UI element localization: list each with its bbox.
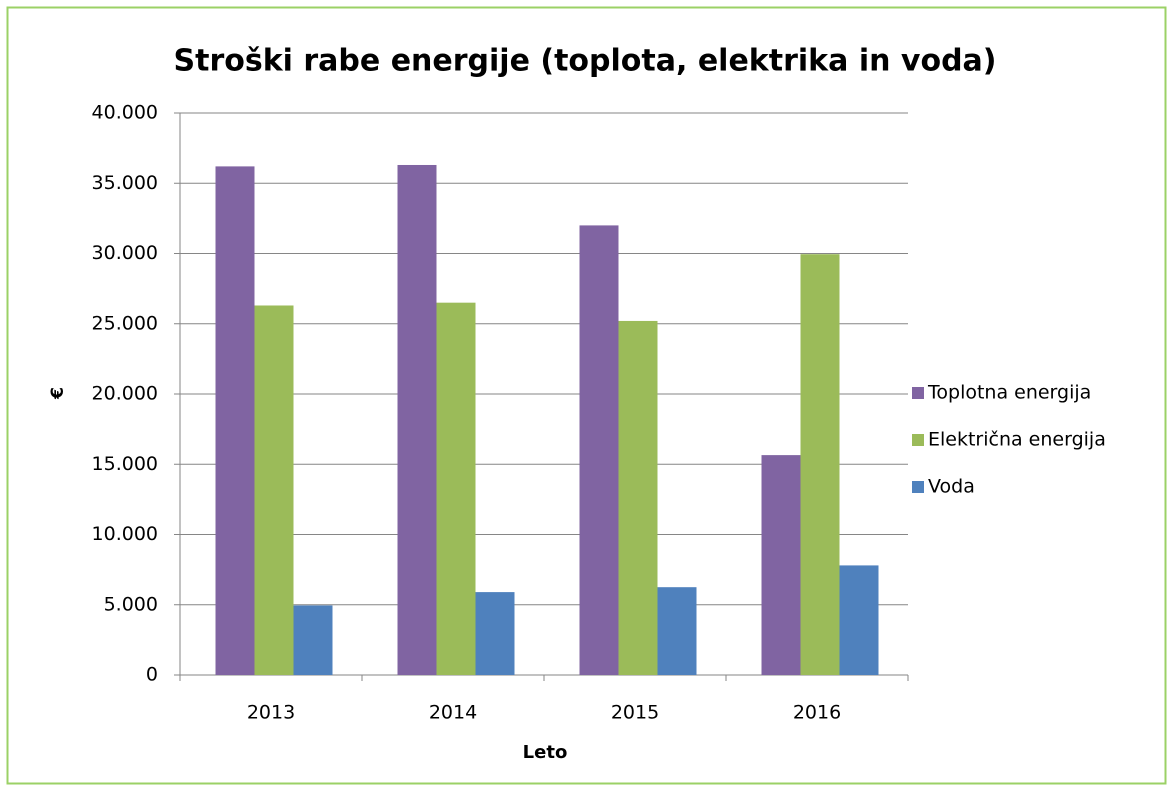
x-tick-label: 2013 — [247, 702, 295, 724]
bar — [839, 565, 879, 675]
y-axis-label: € — [48, 387, 68, 400]
bar — [761, 455, 801, 675]
x-tick-label: 2015 — [611, 702, 659, 724]
y-tick-label: 10.000 — [92, 523, 158, 545]
y-tick-label: 30.000 — [92, 242, 158, 264]
legend-label: Električna energija — [928, 429, 1106, 451]
y-tick-label: 0 — [146, 664, 158, 686]
chart-title: Stroški rabe energije (toplota, elektrik… — [174, 44, 997, 79]
bar — [618, 320, 658, 675]
x-tick-label: 2016 — [793, 702, 841, 724]
bar — [215, 166, 255, 675]
bar — [579, 225, 619, 675]
bar — [397, 164, 437, 676]
legend-swatch — [912, 434, 924, 446]
legend-swatch — [912, 387, 924, 399]
y-tick-label: 40.000 — [92, 102, 158, 124]
bar — [254, 305, 294, 675]
y-tick-label: 20.000 — [92, 383, 158, 405]
legend-label: Voda — [928, 476, 975, 498]
y-tick-label: 15.000 — [92, 453, 158, 475]
bar — [436, 302, 476, 675]
x-axis-label: Leto — [523, 742, 568, 763]
legend-swatch — [912, 481, 924, 493]
bar — [800, 254, 840, 675]
y-tick-label: 35.000 — [92, 172, 158, 194]
bar — [657, 587, 697, 675]
y-tick-label: 25.000 — [92, 312, 158, 334]
x-tick-label: 2014 — [429, 702, 477, 724]
legend-label: Toplotna energija — [927, 382, 1091, 404]
bar — [475, 592, 515, 675]
y-tick-label: 5.000 — [104, 593, 158, 615]
bar — [293, 605, 333, 675]
